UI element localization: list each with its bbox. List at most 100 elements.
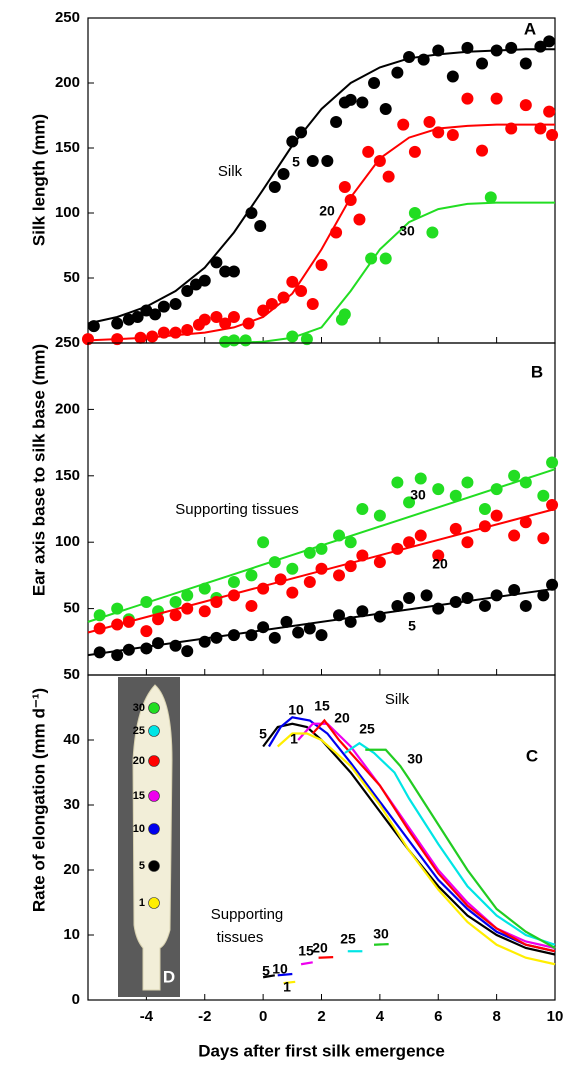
series-label: 10 <box>272 961 288 977</box>
data-point <box>344 536 357 549</box>
data-point <box>478 503 491 515</box>
data-point <box>131 311 144 323</box>
data-point <box>268 631 281 644</box>
data-point <box>149 308 162 321</box>
data-point <box>265 298 278 310</box>
data-point <box>286 586 299 599</box>
corn-ear <box>132 684 173 991</box>
plot-area <box>262 716 556 985</box>
data-point <box>257 536 270 549</box>
x-tick-label: 0 <box>259 1008 267 1025</box>
data-point <box>277 168 290 180</box>
y-tick-label: 250 <box>55 334 80 351</box>
data-point <box>446 129 459 141</box>
line <box>277 972 293 977</box>
x-tick-label: 6 <box>434 1008 442 1025</box>
line <box>276 732 556 966</box>
data-point <box>373 556 386 569</box>
data-point <box>181 285 194 297</box>
data-point <box>537 532 550 545</box>
data-point <box>449 489 462 502</box>
data-point <box>519 516 532 529</box>
fit-line <box>87 508 556 634</box>
y-axis-label: Rate of elongation (mm d⁻¹) <box>29 688 48 912</box>
x-axis-label: Days after first silk emergence <box>198 1041 445 1060</box>
data-point <box>432 483 445 496</box>
data-point <box>356 605 369 618</box>
line <box>311 718 556 953</box>
line <box>373 943 389 946</box>
data-point <box>490 92 503 105</box>
series-label: 5 <box>262 963 270 979</box>
data-point <box>219 335 232 348</box>
y-tick-label: 200 <box>55 400 80 417</box>
inset-marker-label: 10 <box>133 823 145 835</box>
data-point <box>414 529 427 542</box>
data-point <box>286 275 299 288</box>
data-point <box>391 599 404 612</box>
data-point <box>379 103 392 115</box>
data-point <box>461 92 474 105</box>
data-point <box>408 145 421 158</box>
data-point <box>490 509 503 522</box>
data-point <box>338 181 351 193</box>
line <box>268 716 556 953</box>
data-point <box>254 220 267 232</box>
data-point <box>476 57 489 70</box>
data-point <box>306 298 319 310</box>
data-point <box>478 599 491 612</box>
data-point <box>519 99 532 112</box>
data-point <box>295 285 308 297</box>
data-point <box>397 118 410 131</box>
data-point <box>152 613 165 626</box>
inset-marker-label: 5 <box>139 860 145 872</box>
data-point <box>152 637 165 650</box>
data-point <box>543 35 556 48</box>
y-tick-label: 10 <box>63 926 80 943</box>
data-point <box>169 595 182 608</box>
data-point <box>353 213 366 226</box>
x-tick-label: 10 <box>547 1008 564 1025</box>
x-tick-label: 2 <box>317 1008 325 1025</box>
data-point <box>245 569 258 582</box>
series-label: 1 <box>290 731 298 747</box>
data-point <box>219 317 232 330</box>
data-point <box>403 536 416 549</box>
x-tick-label: -4 <box>140 1008 154 1025</box>
data-point <box>508 584 521 597</box>
data-point <box>303 576 316 589</box>
data-point <box>344 93 357 106</box>
fit-line <box>87 48 555 325</box>
y-tick-label: 0 <box>72 991 80 1008</box>
data-point <box>546 578 559 591</box>
data-point <box>181 645 194 658</box>
inset-marker <box>148 790 160 802</box>
data-point <box>245 599 258 612</box>
inset-marker-label: 30 <box>133 702 145 714</box>
line <box>262 974 275 979</box>
line <box>318 956 334 959</box>
y-axis-label: Ear axis base to silk base (mm) <box>29 344 48 596</box>
inset-marker <box>148 725 160 737</box>
y-tick-label: 30 <box>63 796 80 813</box>
data-point <box>537 489 550 502</box>
series-label: 10 <box>288 702 304 718</box>
inset-marker-label: 15 <box>133 790 145 802</box>
series-label: 15 <box>314 698 330 714</box>
data-point <box>198 313 211 326</box>
data-point <box>508 529 521 542</box>
data-point <box>546 456 559 469</box>
series-label: 20 <box>312 940 328 956</box>
inset-marker-label: 25 <box>133 725 145 737</box>
series-label: 20 <box>319 203 335 219</box>
data-point <box>227 576 240 589</box>
line <box>283 980 296 985</box>
data-point <box>476 144 489 157</box>
data-point <box>505 41 518 54</box>
y-tick-label: 200 <box>55 74 80 91</box>
y-tick-label: 150 <box>55 139 80 156</box>
series-label: 30 <box>399 223 415 239</box>
fit-line <box>87 587 556 657</box>
series-label: 30 <box>410 487 426 503</box>
